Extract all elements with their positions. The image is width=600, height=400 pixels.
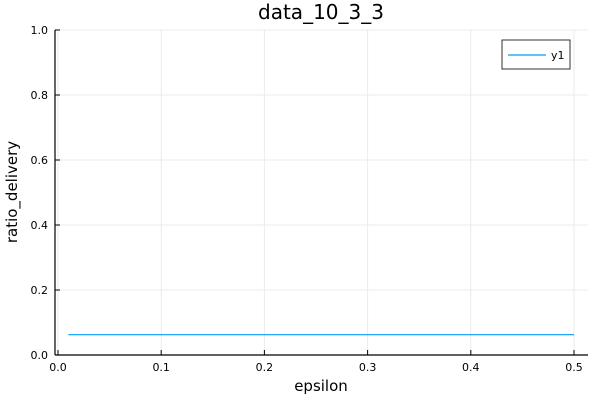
legend-label-y1: y1 [551,49,565,62]
y-axis-label: ratio_delivery [3,141,22,243]
chart-title: data_10_3_3 [258,0,384,24]
legend: y1 [501,39,571,70]
x-axis-label: epsilon [294,377,348,395]
x-tick-label: 0.5 [565,361,583,374]
y-tick-label: 0.6 [31,154,49,167]
x-tick-label: 0.3 [359,361,377,374]
x-tick-label: 0.0 [49,361,67,374]
y-tick-label: 0.2 [31,284,49,297]
y-tick-label: 0.4 [31,219,49,232]
y-tick-label: 0.8 [31,89,49,102]
y-tick-label: 0.0 [31,349,49,362]
y-tick-label: 1.0 [31,24,49,37]
x-tick-label: 0.1 [152,361,170,374]
x-tick-label: 0.4 [462,361,480,374]
axes [54,30,588,356]
x-tick-label: 0.2 [256,361,274,374]
ticks: 0.0 0.1 0.2 0.3 0.4 0.5 0.0 0.2 0.4 0.6 0.8 1.0 [31,24,583,374]
